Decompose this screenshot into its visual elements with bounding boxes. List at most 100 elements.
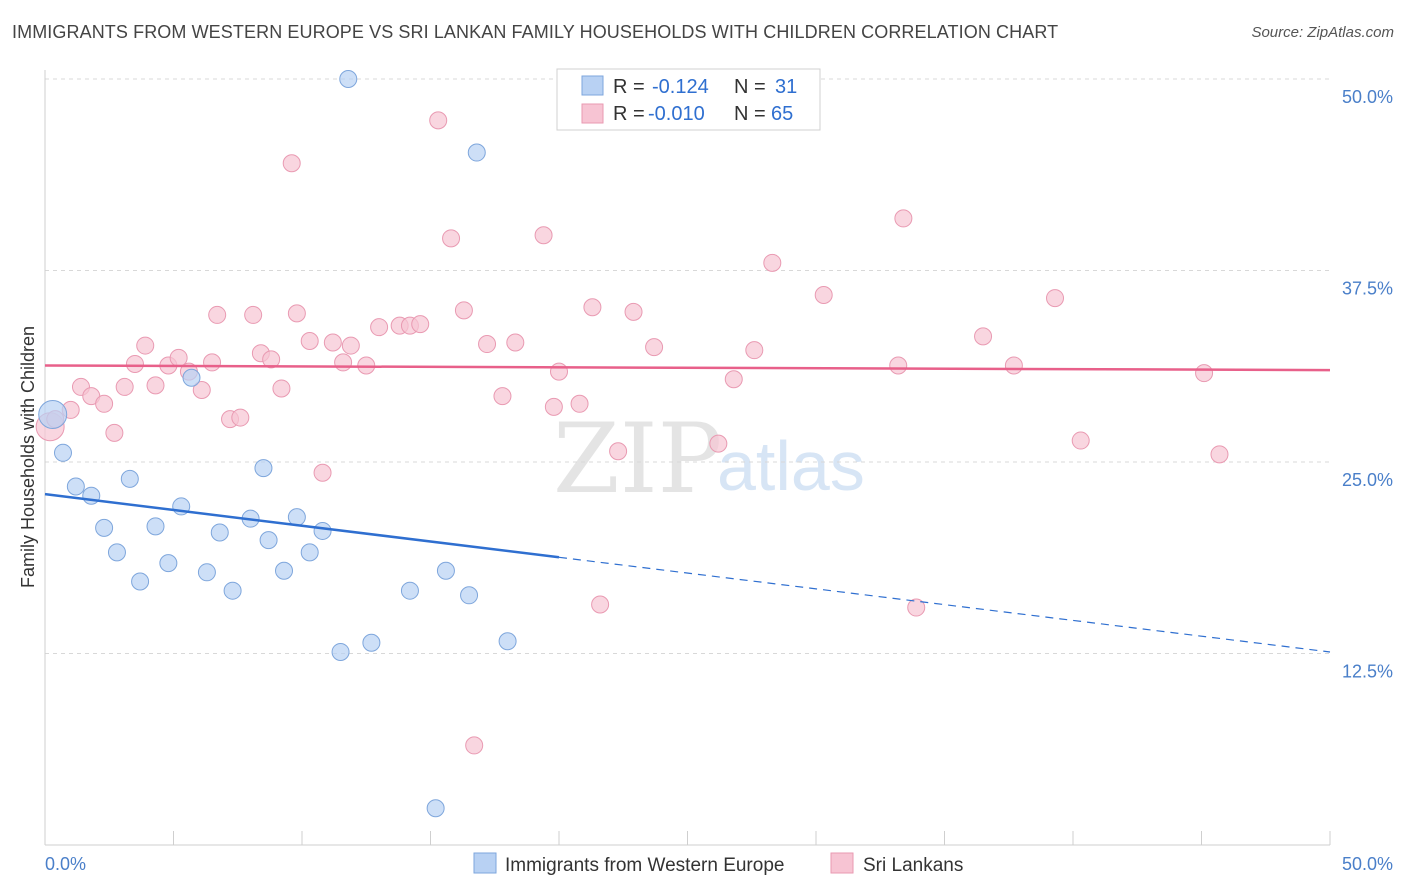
watermark: ZIP atlas [553,403,865,515]
series-legend: Immigrants from Western Europe Sri Lanka… [473,852,963,876]
sri-lankans-point [478,335,497,354]
sri-lankans-point [645,338,664,357]
sri-lankans-point [894,209,913,228]
y-tick-label: 12.5% [1342,662,1393,682]
legend-r-value-2: -0.010 [648,103,705,125]
western-europe-point [400,581,419,600]
legend-r-label-2: R = [613,103,645,125]
x-tick-label-min: 0.0% [45,854,86,874]
sri-lankans-point [1195,364,1214,383]
sri-lankans-point [442,229,461,248]
sri-lankans-point [231,408,250,427]
sri-lankans-point [370,318,389,337]
sri-lankans-point [313,463,332,482]
sri-lankans-point [724,370,743,389]
western-europe-point [159,554,178,573]
sri-lankans-point [125,354,144,373]
sri-lankans-point [208,305,227,324]
western-europe-point [210,523,229,542]
sri-lankans-point [136,336,155,355]
sri-lankans-point [411,315,430,334]
western-europe-point [339,70,358,88]
legend-n-label-2: N = [734,103,766,125]
sri-lankans-point [506,333,525,352]
western-europe-point [287,508,306,527]
source-credit: Source: ZipAtlas.com [1251,24,1394,41]
legend-r-label-1: R = [613,76,645,98]
western-europe-point [362,633,381,652]
series-sri-lankans [35,111,1229,755]
sri-lankans-point [583,298,602,317]
sri-lankans-point [272,379,291,398]
sri-lankans-point [203,353,222,372]
western-europe-trend-extension [558,556,1331,653]
sri-lankans-point [262,350,281,369]
western-europe-point [300,543,319,562]
legend-swatch-blue [581,75,604,96]
y-tick-label: 50.0% [1342,87,1393,107]
western-europe-point [120,469,139,488]
western-europe-point [131,572,150,591]
sri-lankans-point [1071,431,1090,450]
correlation-legend: R = -0.124 N = 31 R = -0.010 N = 65 [556,68,821,131]
western-europe-point [146,517,165,536]
western-europe-point [254,459,273,478]
sri-lankans-point [454,301,473,320]
western-europe-point [107,543,126,562]
sri-lankans-point [709,434,728,453]
sri-lankans-point [609,442,628,461]
legend-r-value-1: -0.124 [652,76,709,98]
western-europe-point [467,143,486,162]
sri-lankans-point [115,377,134,396]
sri-lankans-point [1046,289,1065,308]
trend-lines [44,364,1331,653]
y-axis-label: Family Households with Children [18,326,38,588]
western-europe-point [275,561,294,580]
western-europe-point [259,531,278,550]
western-europe-point [53,443,72,462]
sri-lankans-point [974,327,993,346]
sri-lankans-point [493,387,512,406]
sri-lankans-point [95,394,114,413]
legend-n-label-1: N = [734,76,766,98]
x-axis-ticks [173,831,1331,845]
sri-lankans-point [465,736,484,755]
western-europe-point [498,632,517,651]
sri-lankans-point [429,111,448,130]
sri-lankans-point [814,286,833,305]
y-tick-label: 25.0% [1342,470,1393,490]
sri-lankans-point [745,341,764,360]
bottom-legend-label-pink: Sri Lankans [863,855,963,876]
sri-lankans-trend-line [44,364,1331,372]
sri-lankans-point [763,253,782,272]
western-europe-point [95,518,114,537]
western-europe-point [38,400,68,430]
sri-lankans-point [544,397,563,416]
sri-lankans-point [244,305,263,324]
sri-lankans-point [534,226,553,245]
western-europe-point [313,521,332,540]
sri-lankans-point [889,356,908,375]
sri-lankans-point [1210,445,1229,464]
sri-lankans-point [146,376,165,395]
bottom-legend-swatch-blue [473,852,497,874]
watermark-zip: ZIP [553,403,722,515]
sri-lankans-point [323,333,342,352]
western-europe-point [66,477,85,496]
sri-lankans-point [282,154,301,173]
western-europe-point [223,581,242,600]
sri-lankans-point [570,394,589,413]
legend-n-value-1: 31 [775,76,797,98]
y-tick-labels: 12.5% 25.0% 37.5% 50.0% [1342,87,1393,682]
chart-title: IMMIGRANTS FROM WESTERN EUROPE VS SRI LA… [12,22,1059,42]
western-europe-point [436,561,455,580]
bottom-legend-label-blue: Immigrants from Western Europe [505,855,784,876]
bottom-legend-swatch-pink [830,852,854,874]
sri-lankans-point [591,595,610,614]
sri-lankans-point [624,302,643,321]
western-europe-point [460,586,479,605]
sri-lankans-point [192,380,211,399]
sri-lankans-point [907,598,926,617]
western-europe-point [426,799,445,818]
